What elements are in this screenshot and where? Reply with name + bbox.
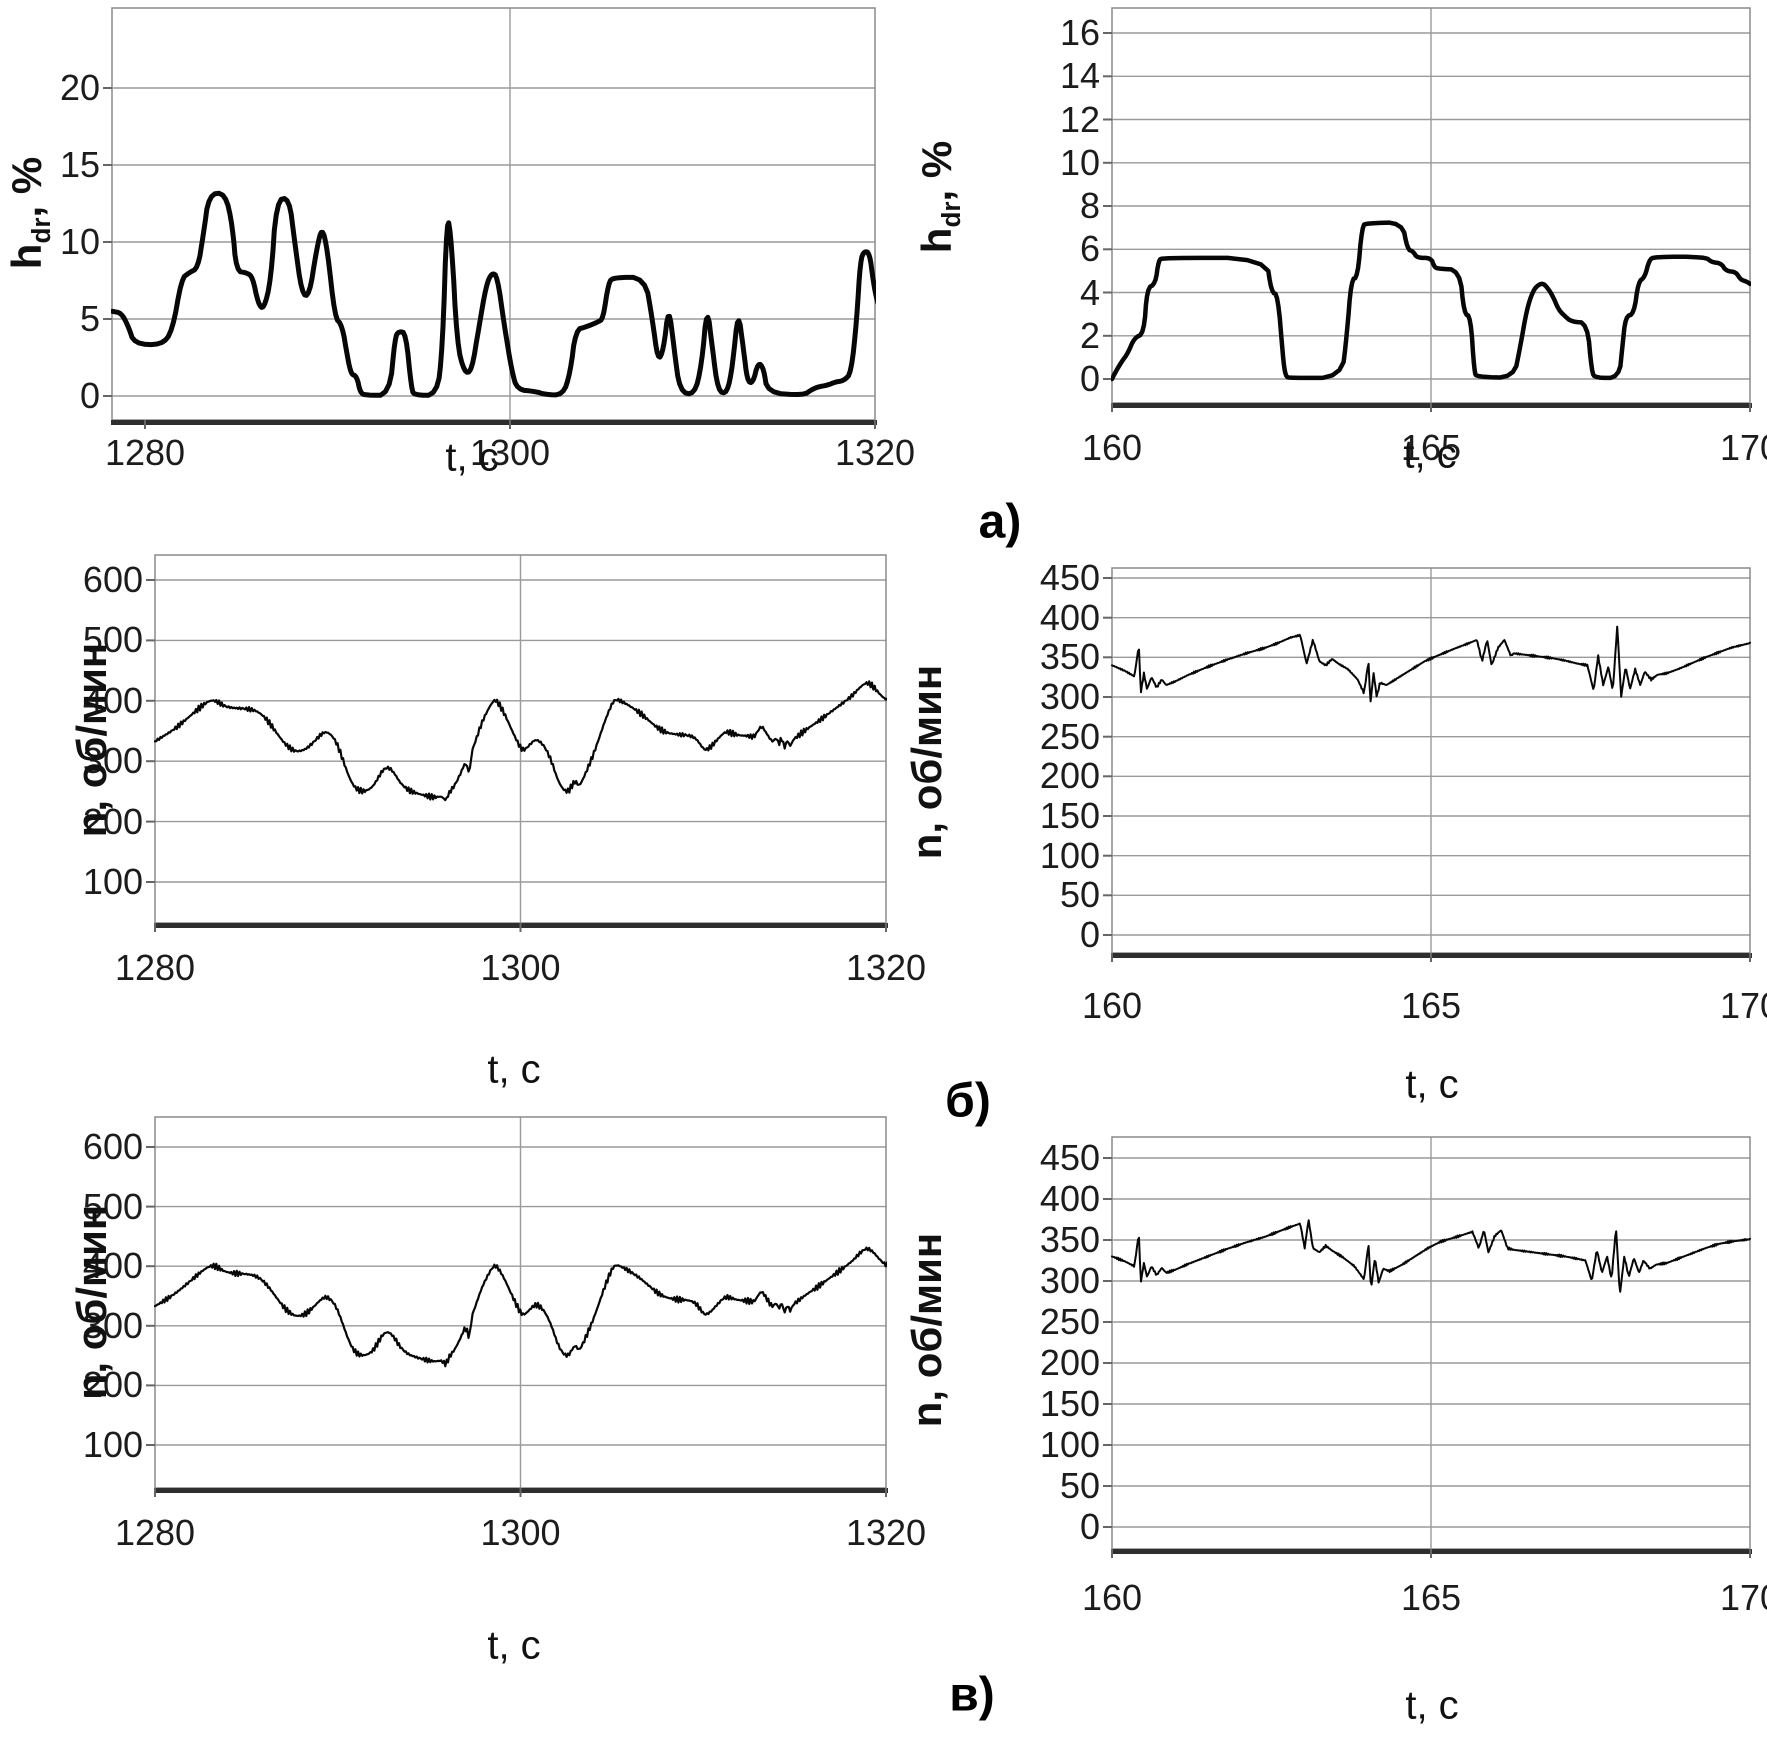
y-tick-label: 15 xyxy=(59,144,100,185)
y-tick-label: 200 xyxy=(1039,755,1100,797)
y-tick-label: 2 xyxy=(1079,314,1100,356)
y-tick-label: 200 xyxy=(82,1364,143,1406)
panel-label-a: а) xyxy=(978,495,1022,549)
x-axis-label-hdr-zoom: t, c xyxy=(1403,432,1457,477)
x-tick-label: 1300 xyxy=(480,947,561,988)
y-axis-label-n-full-v: n, об/мин xyxy=(67,1204,115,1400)
y-tick-label: 400 xyxy=(82,679,143,721)
y-tick-label: 8 xyxy=(1079,185,1100,226)
y-tick-label: 450 xyxy=(1039,557,1100,598)
x-tick-label: 160 xyxy=(1081,1577,1143,1618)
y-tick-label: 400 xyxy=(82,1245,143,1287)
x-tick-label: 170 xyxy=(1719,427,1767,468)
y-tick-label: 500 xyxy=(82,1185,143,1227)
y-tick-label: 250 xyxy=(1039,715,1100,757)
x-tick-label: 1320 xyxy=(845,1512,927,1553)
y-tick-label: 100 xyxy=(1039,834,1100,876)
x-tick-label: 1300 xyxy=(480,1512,561,1553)
y-tick-label: 200 xyxy=(1039,1342,1100,1383)
panel-label-v: в) xyxy=(949,1668,995,1722)
y-axis-label-hdr-full: hdr, % xyxy=(2,156,57,270)
y-tick-label: 350 xyxy=(1039,636,1100,678)
y-tick-label: 0 xyxy=(1079,1506,1100,1547)
y-tick-label: 0 xyxy=(1079,914,1100,955)
y-axis-label-n-zoom-v: n, об/мин xyxy=(902,1232,950,1428)
x-tick-label: 160 xyxy=(1081,985,1143,1026)
y-tick-label: 20 xyxy=(59,67,100,108)
y-tick-label: 300 xyxy=(82,1304,143,1346)
y-tick-label: 50 xyxy=(1059,1465,1100,1506)
x-tick-label: 165 xyxy=(1400,427,1462,468)
x-tick-label: 1320 xyxy=(845,947,927,988)
y-tick-label: 50 xyxy=(1059,874,1100,916)
y-tick-label: 600 xyxy=(82,559,143,600)
y-axis-label-hdr-zoom: hdr, % xyxy=(912,140,967,254)
y-tick-label: 200 xyxy=(82,800,143,842)
x-axis-label-n-full-b: t, c xyxy=(487,1047,541,1092)
y-tick-label: 5 xyxy=(79,298,100,339)
x-tick-label: 1280 xyxy=(114,1512,196,1553)
x-tick-label: 165 xyxy=(1400,985,1462,1026)
y-tick-label: 4 xyxy=(1079,271,1100,313)
x-tick-label: 160 xyxy=(1081,427,1143,468)
x-axis-label-hdr-full: t, c xyxy=(445,435,499,480)
y-tick-label: 0 xyxy=(1079,358,1100,399)
y-axis-label-n-zoom-b: n, об/мин xyxy=(902,664,950,860)
y-tick-label: 400 xyxy=(1039,1178,1100,1219)
x-tick-label: 165 xyxy=(1400,1577,1462,1618)
y-axis-label-n-full-b: n, об/мин xyxy=(67,642,115,838)
y-tick-label: 300 xyxy=(82,740,143,782)
x-tick-label: 170 xyxy=(1719,985,1767,1026)
x-tick-label: 1300 xyxy=(469,432,551,473)
y-tick-label: 14 xyxy=(1059,55,1100,97)
y-tick-label: 450 xyxy=(1039,1137,1100,1178)
y-tick-label: 400 xyxy=(1039,596,1100,638)
x-tick-label: 1320 xyxy=(834,432,916,473)
x-axis-label-n-zoom-v: t, c xyxy=(1405,1683,1459,1728)
y-tick-label: 300 xyxy=(1039,676,1100,717)
panel-label-b: б) xyxy=(945,1074,991,1128)
y-tick-label: 250 xyxy=(1039,1301,1100,1342)
y-tick-label: 350 xyxy=(1039,1219,1100,1260)
y-tick-label: 10 xyxy=(59,221,100,262)
y-tick-label: 100 xyxy=(82,861,143,902)
y-tick-label: 6 xyxy=(1079,228,1100,270)
y-tick-label: 150 xyxy=(1039,795,1100,836)
x-tick-label: 170 xyxy=(1719,1577,1767,1618)
x-axis-label-n-zoom-b: t, c xyxy=(1405,1062,1459,1107)
y-tick-label: 500 xyxy=(82,619,143,661)
y-tick-label: 100 xyxy=(82,1424,143,1465)
y-tick-label: 0 xyxy=(79,375,100,416)
y-tick-label: 150 xyxy=(1039,1383,1100,1424)
y-tick-label: 100 xyxy=(1039,1424,1100,1465)
x-axis-label-n-full-v: t, c xyxy=(487,1623,541,1668)
x-tick-label: 1280 xyxy=(114,947,196,988)
x-tick-label: 1280 xyxy=(104,432,186,473)
y-tick-label: 300 xyxy=(1039,1260,1100,1301)
y-tick-label: 600 xyxy=(82,1126,143,1167)
y-tick-label: 10 xyxy=(1059,141,1100,183)
y-tick-label: 12 xyxy=(1059,98,1100,140)
y-tick-label: 16 xyxy=(1059,12,1100,53)
